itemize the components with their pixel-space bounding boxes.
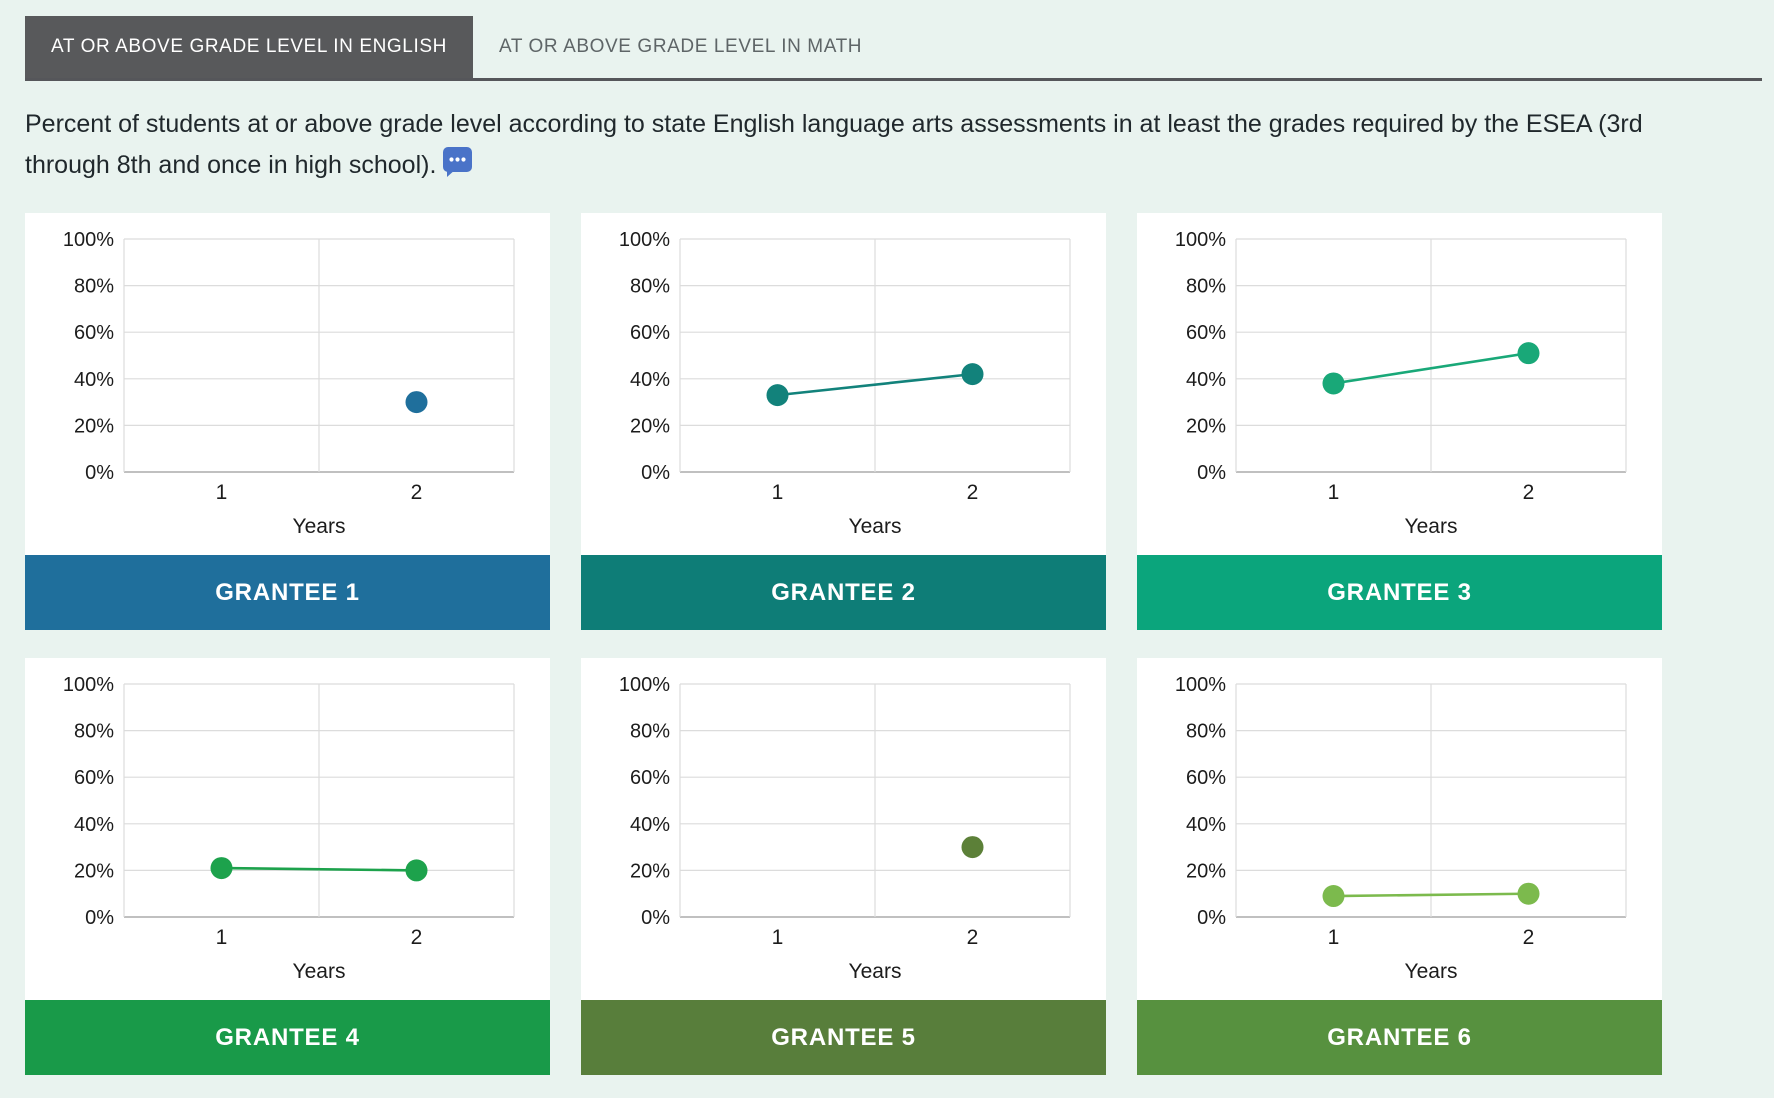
data-point-year-2[interactable] (961, 363, 984, 386)
y-tick-label: 20% (1186, 860, 1226, 882)
chart-description: Percent of students at or above grade le… (25, 107, 1725, 183)
y-tick-label: 80% (1186, 721, 1226, 743)
x-tick-label: 2 (967, 481, 979, 504)
grantee-4-chart-card: 0% 20% 40% 60% 80% 100% 1 2 Years GRANTEE 4 (25, 658, 550, 1075)
y-tick-label: 100% (63, 674, 114, 696)
y-tick-label: 40% (630, 369, 670, 391)
grantee-4-plot: 0% 20% 40% 60% 80% 100% 1 2 Years (63, 674, 515, 983)
x-tick-label: 2 (1523, 926, 1535, 949)
y-tick-label: 60% (74, 322, 114, 344)
y-tick-label: 20% (74, 860, 114, 882)
y-tick-label: 100% (1175, 674, 1226, 696)
chart-plot-area: 0% 20% 40% 60% 80% 100% 1 2 Years (1137, 658, 1662, 1000)
x-tick-label: 2 (1523, 481, 1535, 504)
x-tick-label: 2 (411, 926, 423, 949)
y-tick-label: 80% (1186, 276, 1226, 298)
tab-bar: AT OR ABOVE GRADE LEVEL IN ENGLISH AT OR… (25, 16, 1762, 81)
y-tick-label: 0% (1197, 462, 1226, 484)
grantee-6-chart-card: 0% 20% 40% 60% 80% 100% 1 2 Years GRANTEE 6 (1137, 658, 1662, 1075)
y-tick-label: 0% (641, 462, 670, 484)
x-tick-label: 1 (1328, 926, 1340, 949)
y-tick-label: 0% (1197, 907, 1226, 929)
x-axis-title: Years (1405, 515, 1458, 538)
y-tick-label: 80% (630, 276, 670, 298)
y-tick-label: 80% (630, 721, 670, 743)
comment-tooltip-icon[interactable] (442, 143, 473, 177)
y-tick-label: 0% (641, 907, 670, 929)
x-tick-label: 1 (1328, 481, 1340, 504)
grantee-3-banner: GRANTEE 3 (1137, 555, 1662, 630)
y-tick-label: 80% (74, 276, 114, 298)
x-tick-label: 1 (216, 481, 228, 504)
y-tick-label: 20% (630, 860, 670, 882)
x-tick-label: 1 (772, 926, 784, 949)
y-tick-label: 100% (63, 229, 114, 251)
grantee-2-chart-card: 0% 20% 40% 60% 80% 100% 1 2 Years GRANTEE 2 (581, 213, 1106, 630)
data-point-year-2[interactable] (405, 859, 428, 882)
chart-plot-area: 0% 20% 40% 60% 80% 100% 1 2 Years (25, 213, 550, 555)
grantee-2-plot: 0% 20% 40% 60% 80% 100% 1 2 Years (619, 229, 1071, 538)
grantee-2-banner: GRANTEE 2 (581, 555, 1106, 630)
data-point-year-2[interactable] (405, 391, 428, 414)
x-axis-title: Years (1405, 960, 1458, 983)
data-point-year-1[interactable] (1322, 372, 1345, 395)
data-point-year-1[interactable] (766, 384, 789, 407)
x-axis-title: Years (849, 960, 902, 983)
x-axis-title: Years (293, 515, 346, 538)
x-tick-label: 1 (216, 926, 228, 949)
x-tick-label: 1 (772, 481, 784, 504)
chart-plot-area: 0% 20% 40% 60% 80% 100% 1 2 Years (25, 658, 550, 1000)
x-tick-label: 2 (967, 926, 979, 949)
y-tick-label: 40% (74, 814, 114, 836)
tab-english[interactable]: AT OR ABOVE GRADE LEVEL IN ENGLISH (25, 16, 473, 78)
data-point-year-2[interactable] (1517, 342, 1540, 365)
x-tick-label: 2 (411, 481, 423, 504)
description-text: Percent of students at or above grade le… (25, 110, 1643, 179)
x-axis-title: Years (849, 515, 902, 538)
y-tick-label: 60% (1186, 322, 1226, 344)
grantee-5-chart-card: 0% 20% 40% 60% 80% 100% 1 2 Years GRANTEE 5 (581, 658, 1106, 1075)
y-tick-label: 60% (630, 767, 670, 789)
data-point-year-2[interactable] (1517, 882, 1540, 905)
chart-plot-area: 0% 20% 40% 60% 80% 100% 1 2 Years (581, 213, 1106, 555)
grantee-4-banner: GRANTEE 4 (25, 1000, 550, 1075)
grantee-charts-grid: 0% 20% 40% 60% 80% 100% 1 2 Years GRANTEE 1 0% 20… (25, 213, 1774, 1075)
data-point-year-2[interactable] (961, 836, 984, 859)
grantee-5-plot: 0% 20% 40% 60% 80% 100% 1 2 Years (619, 674, 1071, 983)
y-tick-label: 40% (630, 814, 670, 836)
y-tick-label: 100% (619, 674, 670, 696)
x-axis-title: Years (293, 960, 346, 983)
grantee-6-plot: 0% 20% 40% 60% 80% 100% 1 2 Years (1175, 674, 1627, 983)
y-tick-label: 40% (74, 369, 114, 391)
tab-math[interactable]: AT OR ABOVE GRADE LEVEL IN MATH (498, 36, 863, 57)
grantee-3-chart-card: 0% 20% 40% 60% 80% 100% 1 2 Years GRANTEE 3 (1137, 213, 1662, 630)
y-tick-label: 100% (619, 229, 670, 251)
y-tick-label: 0% (85, 462, 114, 484)
chart-plot-area: 0% 20% 40% 60% 80% 100% 1 2 Years (1137, 213, 1662, 555)
y-tick-label: 60% (1186, 767, 1226, 789)
dashboard-page: AT OR ABOVE GRADE LEVEL IN ENGLISH AT OR… (25, 16, 1774, 1075)
y-tick-label: 40% (1186, 814, 1226, 836)
y-tick-label: 100% (1175, 229, 1226, 251)
grantee-6-banner: GRANTEE 6 (1137, 1000, 1662, 1075)
y-tick-label: 80% (74, 721, 114, 743)
y-tick-label: 20% (1186, 415, 1226, 437)
y-tick-label: 40% (1186, 369, 1226, 391)
y-tick-label: 60% (74, 767, 114, 789)
grantee-3-plot: 0% 20% 40% 60% 80% 100% 1 2 Years (1175, 229, 1627, 538)
y-tick-label: 0% (85, 907, 114, 929)
y-tick-label: 20% (74, 415, 114, 437)
data-point-year-1[interactable] (210, 857, 233, 880)
grantee-1-banner: GRANTEE 1 (25, 555, 550, 630)
data-point-year-1[interactable] (1322, 885, 1345, 908)
y-tick-label: 20% (630, 415, 670, 437)
chart-plot-area: 0% 20% 40% 60% 80% 100% 1 2 Years (581, 658, 1106, 1000)
grantee-5-banner: GRANTEE 5 (581, 1000, 1106, 1075)
grantee-1-chart-card: 0% 20% 40% 60% 80% 100% 1 2 Years GRANTEE 1 (25, 213, 550, 630)
y-tick-label: 60% (630, 322, 670, 344)
grantee-1-plot: 0% 20% 40% 60% 80% 100% 1 2 Years (63, 229, 515, 538)
